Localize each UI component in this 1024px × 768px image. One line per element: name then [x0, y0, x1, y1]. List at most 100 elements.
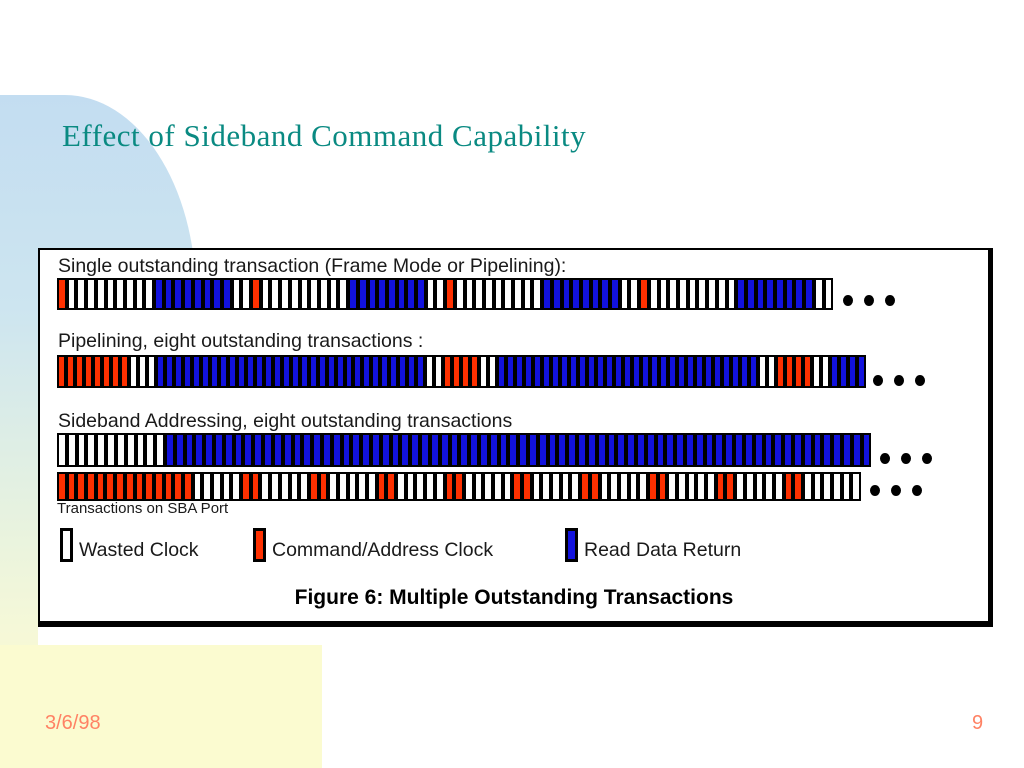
clock-cell-wasted	[609, 472, 619, 501]
figure-box: Single outstanding transaction (Frame Mo…	[38, 248, 993, 627]
clock-cell-data	[739, 355, 749, 388]
clock-cell-wasted	[686, 472, 697, 501]
clock-cell-command	[163, 472, 174, 501]
clock-cell-data	[605, 355, 615, 388]
clock-cell-wasted	[396, 472, 406, 501]
clock-cell-wasted	[687, 278, 698, 310]
clock-cell-data	[308, 355, 318, 388]
clock-cell-data	[685, 433, 695, 467]
dot-icon	[843, 295, 853, 306]
clock-cell-data	[812, 433, 823, 467]
clock-cell-data	[416, 278, 426, 310]
clock-cell-wasted	[134, 278, 145, 310]
clock-cell-wasted	[522, 278, 533, 310]
clock-cell-data	[802, 433, 813, 467]
clock-cell-wasted	[279, 472, 290, 501]
clock-cell-data	[407, 355, 417, 388]
clock-cell-wasted	[96, 433, 107, 467]
slide-title: Effect of Sideband Command Capability	[62, 118, 587, 153]
legend-item-wasted-clock: Wasted Clock	[60, 528, 199, 562]
clock-cell-data	[353, 355, 363, 388]
clock-cell-wasted	[454, 278, 465, 310]
dot-icon	[885, 295, 895, 306]
clock-cell-command	[443, 355, 453, 388]
clock-cell-command	[715, 472, 726, 501]
clock-cell-data	[724, 433, 735, 467]
clock-cell-command	[657, 472, 668, 501]
row-label-pipelining: Pipelining, eight outstanding transactio…	[58, 330, 424, 352]
clock-cell-wasted	[513, 278, 523, 310]
clock-cell-data	[763, 433, 774, 467]
clock-cell-data	[335, 355, 345, 388]
clock-cell-wasted	[289, 472, 300, 501]
clock-cell-wasted	[619, 278, 630, 310]
clock-cell-data	[380, 433, 391, 467]
clock-cell-data	[542, 355, 552, 388]
clock-cell-data	[498, 433, 509, 467]
clock-cell-wasted	[551, 472, 561, 501]
clock-cell-command	[66, 472, 77, 501]
clock-cell-data	[561, 278, 572, 310]
clock-cell-data	[420, 433, 430, 467]
clock-cell-wasted	[541, 472, 552, 501]
clock-cell-wasted	[86, 433, 97, 467]
clock-cell-wasted	[260, 278, 271, 310]
clock-cell-wasted	[599, 472, 610, 501]
clock-cell-data	[838, 355, 848, 388]
clock-cell-data	[667, 355, 677, 388]
clock-cell-data	[804, 278, 814, 310]
footer-date: 3/6/98	[45, 712, 101, 734]
clock-cell-wasted	[280, 278, 290, 310]
clock-cell-data	[371, 355, 381, 388]
clock-cell-command	[454, 472, 464, 501]
clock-cell-wasted	[678, 278, 688, 310]
clock-cell-wasted	[464, 278, 475, 310]
clock-cell-data	[847, 355, 857, 388]
clock-cell-wasted	[260, 472, 271, 501]
clock-cell-data	[254, 355, 264, 388]
clock-cell-data	[506, 355, 516, 388]
clock-cell-data	[341, 433, 352, 467]
clock-cell-data	[704, 433, 715, 467]
clock-cell-command	[589, 472, 600, 501]
clock-cell-data	[730, 355, 740, 388]
clock-cell-data	[586, 433, 597, 467]
clock-cell-data	[569, 355, 579, 388]
clock-cell-data	[518, 433, 528, 467]
background-yellow-rect	[0, 645, 322, 768]
clock-cell-command	[639, 278, 649, 310]
clock-cell-wasted	[813, 278, 824, 310]
clock-cell-data	[528, 433, 538, 467]
clock-bar-single-transaction	[57, 278, 834, 310]
clock-cell-data	[635, 433, 646, 467]
clock-cell-data	[560, 355, 570, 388]
clock-cell-wasted	[231, 472, 242, 501]
clock-cell-data	[748, 355, 758, 388]
clock-cell-data	[822, 433, 833, 467]
clock-cell-wasted	[618, 472, 629, 501]
clock-cell-data	[832, 433, 842, 467]
clock-cell-data	[326, 355, 336, 388]
clock-cell-data	[245, 355, 255, 388]
sba-port-label: Transactions on SBA Port	[57, 500, 229, 517]
clock-cell-data	[712, 355, 722, 388]
clock-cell-wasted	[488, 355, 498, 388]
clock-cell-data	[784, 278, 795, 310]
clock-cell-wasted	[677, 472, 687, 501]
clock-cell-data	[218, 355, 228, 388]
clock-cell-wasted	[241, 278, 252, 310]
clock-cell-data	[236, 355, 246, 388]
clock-cell-command	[57, 355, 66, 388]
clock-cell-data	[685, 355, 695, 388]
clock-cell-data	[714, 433, 725, 467]
clock-cell-data	[321, 433, 332, 467]
clock-cell-command	[725, 472, 736, 501]
clock-cell-wasted	[726, 278, 737, 310]
clock-cell-wasted	[822, 472, 832, 501]
clock-cell-data	[371, 433, 381, 467]
ellipsis-icon	[880, 453, 943, 464]
clock-cell-command	[92, 355, 102, 388]
clock-cell-data	[537, 433, 548, 467]
clock-cell-wasted	[146, 355, 156, 388]
clock-cell-wasted	[629, 278, 640, 310]
